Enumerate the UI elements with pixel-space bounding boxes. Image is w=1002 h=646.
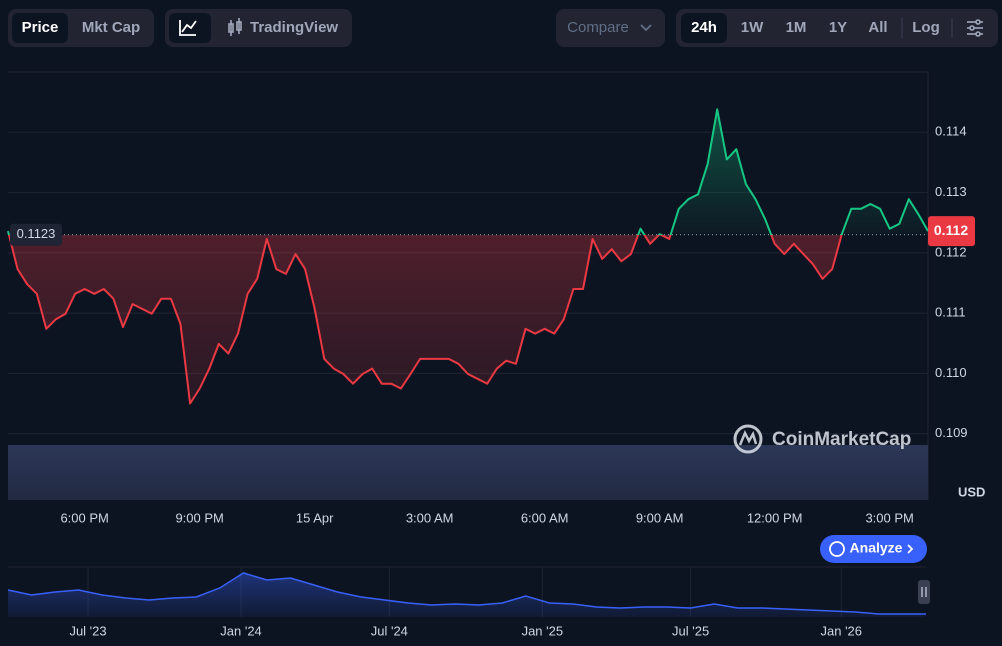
range-button[interactable]: All [868, 19, 887, 36]
range-button[interactable]: 24h [691, 19, 717, 36]
x-tick-label: Jan '26 [821, 623, 863, 638]
x-tick-label: 6:00 AM [521, 510, 569, 525]
chevron [640, 24, 652, 32]
x-tick-label: 15 Apr [296, 510, 334, 525]
x-tick-label: 12:00 PM [747, 510, 803, 525]
x-tick-label: 9:00 PM [175, 510, 223, 525]
overview-plot: Jul '23 Jan '24 Jul '24 Jan '25 Jul '25 Jan '… [7, 567, 926, 638]
brush-handle[interactable] [918, 580, 930, 604]
x-tick-label: Jul '25 [672, 623, 709, 638]
price-line [7, 108, 929, 405]
compare-label: Compare [567, 19, 629, 36]
main-plot: 0.109 0.110 0.111 0.112 0.113 0.114 USD 6:00 PM… [7, 108, 985, 525]
tab-mktcap[interactable]: Mkt Cap [82, 19, 140, 36]
price-area [8, 109, 928, 404]
range-button[interactable]: 1M [786, 19, 807, 36]
tradingview-button[interactable]: TradingView [250, 19, 338, 36]
x-tick-label: Jul '23 [69, 623, 106, 638]
chevron [907, 544, 914, 554]
volume-band [8, 445, 928, 500]
watermark-text: CoinMarketCap [772, 429, 911, 450]
current-price-tag [928, 216, 975, 247]
y-axis-unit: USD [958, 484, 985, 499]
tab-active[interactable] [12, 13, 68, 43]
y-tick-label: 0.114 [935, 124, 967, 139]
y-tick-label: 0.113 [935, 184, 967, 199]
y-tick-label: 0.112 [935, 244, 967, 259]
x-tick-label: Jul '24 [371, 623, 408, 638]
tab-price[interactable]: Price [22, 19, 59, 36]
overview-area [8, 573, 926, 617]
range-button[interactable]: 1W [741, 19, 764, 36]
x-tick-label: 6:00 PM [60, 510, 108, 525]
y-tick-label: 0.109 [935, 425, 968, 440]
x-tick-label: 3:00 AM [406, 510, 454, 525]
candle-icon [228, 18, 242, 36]
current-price-label: 0.112 [934, 222, 968, 238]
analyze-label[interactable]: Analyze [850, 540, 903, 556]
x-tick-label: 9:00 AM [636, 510, 684, 525]
handle-grip [921, 587, 927, 597]
range-active[interactable] [681, 13, 727, 43]
range-button[interactable]: 1Y [829, 19, 847, 36]
y-tick-label: 0.111 [935, 305, 966, 320]
overview-line [7, 572, 926, 615]
settings-icon[interactable] [967, 19, 983, 37]
range-group [676, 9, 998, 47]
reference-label-bg [10, 223, 62, 246]
line-icon [179, 20, 197, 36]
x-tick-label: 3:00 PM [865, 510, 913, 525]
watermark: CoinMarketCap [733, 424, 911, 454]
compare-button[interactable] [556, 9, 665, 47]
y-tick-label: 0.110 [935, 365, 967, 380]
analyze-button[interactable] [820, 535, 927, 563]
chart-type-group [165, 9, 352, 47]
log-button[interactable]: Log [912, 19, 940, 36]
x-tick-label: Jan '24 [220, 623, 262, 638]
x-tick-label: Jan '25 [522, 623, 564, 638]
analyze-icon [829, 541, 845, 557]
reference-label: 0.1123 [17, 226, 56, 241]
